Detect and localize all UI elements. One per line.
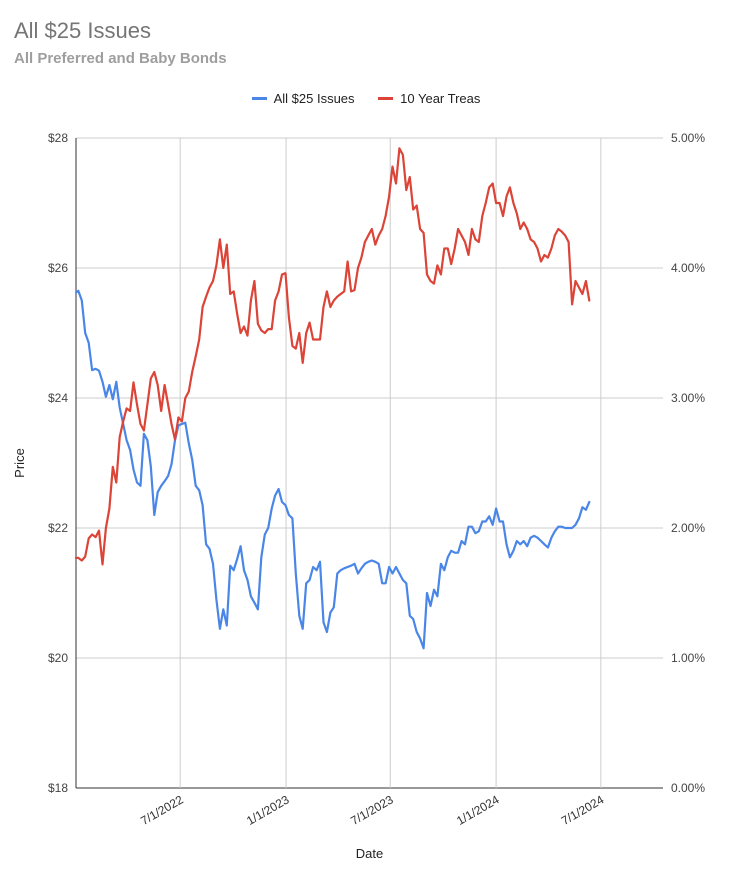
series-line-treas <box>74 147 591 566</box>
legend: All $25 Issues 10 Year Treas <box>0 91 732 106</box>
legend-item-treas[interactable]: 10 Year Treas <box>378 91 480 106</box>
x-tick-label: 7/1/2023 <box>348 792 396 828</box>
y-left-tick-label: $18 <box>48 781 68 795</box>
series-line-all25 <box>74 289 591 650</box>
legend-label-treas: 10 Year Treas <box>400 91 481 106</box>
y-right-tick-label: 4.00% <box>671 261 705 275</box>
y-left-tick-label: $28 <box>48 131 68 145</box>
legend-swatch-all25 <box>251 97 267 101</box>
y-right-tick-label: 2.00% <box>671 521 705 535</box>
y-right-tick-label: 0.00% <box>671 781 705 795</box>
chart-title: All $25 Issues <box>14 18 151 43</box>
y-right-tick-label: 5.00% <box>671 131 705 145</box>
y-left-tick-label: $26 <box>48 261 68 275</box>
x-tick-label: 1/1/2024 <box>454 792 502 828</box>
x-tick-label: 7/1/2024 <box>559 792 607 828</box>
x-tick-label: 7/1/2022 <box>138 792 186 828</box>
legend-swatch-treas <box>378 97 394 101</box>
y-left-tick-label: $20 <box>48 651 68 665</box>
chart-subtitle: All Preferred and Baby Bonds <box>14 50 227 67</box>
y-right-tick-label: 1.00% <box>671 651 705 665</box>
y-right-tick-label: 3.00% <box>671 391 705 405</box>
y-axis-title: Price <box>12 448 27 478</box>
x-tick-label: 1/1/2023 <box>244 792 292 828</box>
y-left-tick-label: $22 <box>48 521 68 535</box>
x-axis-title: Date <box>356 846 383 861</box>
y-left-tick-label: $24 <box>48 391 68 405</box>
legend-item-all25[interactable]: All $25 Issues <box>251 91 355 106</box>
legend-label-all25: All $25 Issues <box>273 91 355 106</box>
